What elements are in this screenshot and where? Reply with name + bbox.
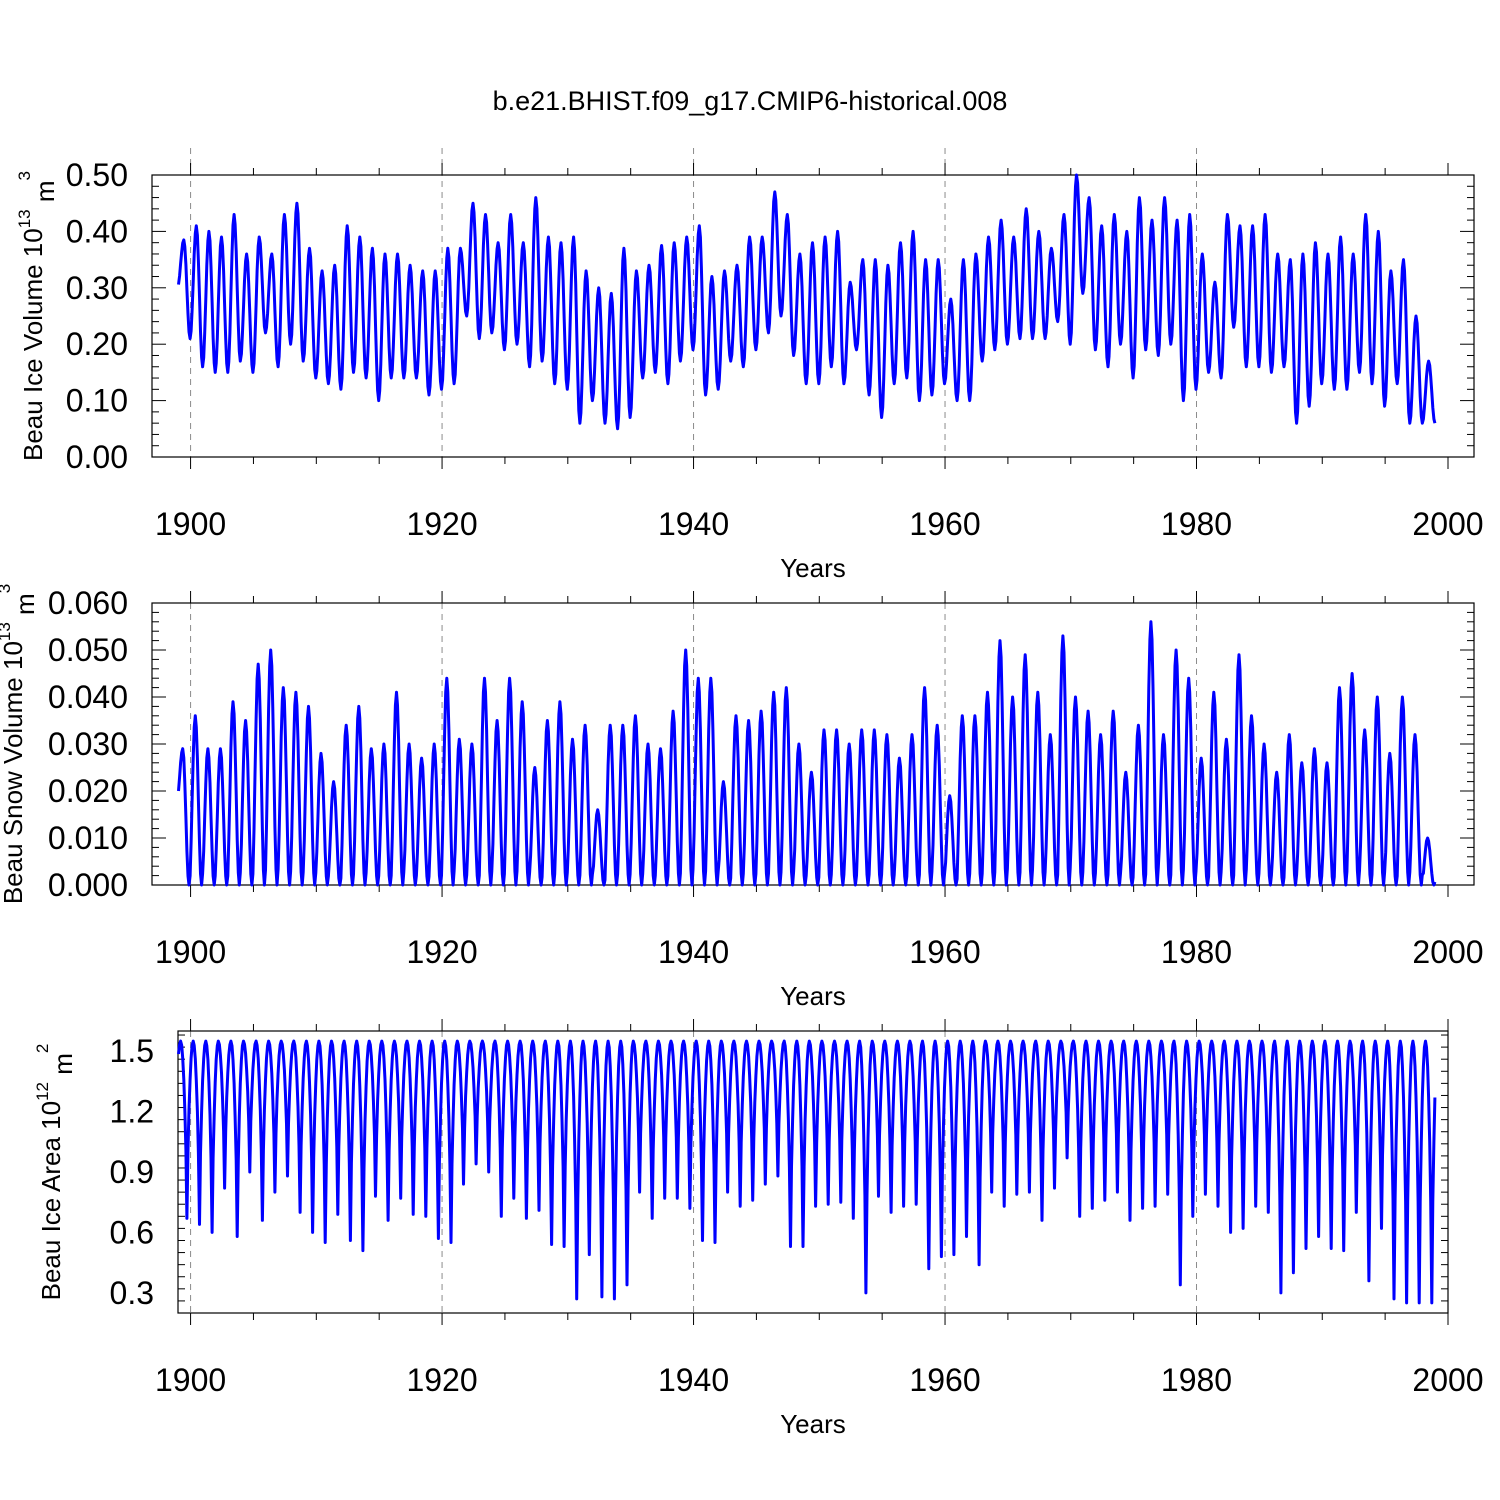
y-axis-label: Beau Ice Volume 1013 m3 xyxy=(15,171,60,461)
y-axis-label-ylabel-exp: 13 xyxy=(0,622,14,641)
y-axis-label: Beau Snow Volume 1013 m3 xyxy=(0,584,40,904)
y-axis-label-ylabel-unit: m xyxy=(10,593,40,622)
y-tick-label: 1.2 xyxy=(110,1094,154,1130)
x-tick-label: 1920 xyxy=(406,506,477,542)
y-axis-label-ylabel-unit-exp: 3 xyxy=(15,171,34,180)
y-tick-label: 0.6 xyxy=(110,1214,154,1250)
series-line-beau-ice-area xyxy=(177,1039,1437,1305)
x-tick-label: 1960 xyxy=(909,506,980,542)
x-tick-label: 1900 xyxy=(155,1362,226,1398)
plot-frame xyxy=(177,1030,1449,1314)
series-line-beau-snow-volume xyxy=(177,620,1437,887)
y-axis-label: Beau Ice Area 1012 m2 xyxy=(33,1044,78,1301)
x-tick-label: 1960 xyxy=(909,1362,980,1398)
x-tick-label: 1940 xyxy=(658,934,729,970)
x-tick-label: 2000 xyxy=(1412,934,1483,970)
y-tick-label: 0.000 xyxy=(48,867,128,903)
y-tick-label: 0.30 xyxy=(66,270,128,306)
y-tick-label: 0.50 xyxy=(66,157,128,193)
y-tick-label: 0.9 xyxy=(110,1154,154,1190)
y-axis-label-ylabel-unit-exp: 2 xyxy=(33,1044,52,1053)
x-tick-label: 1920 xyxy=(406,934,477,970)
panel-3: 1900 1920 1940 1960 1980 2000 Years 0.3 0.6 0.9 1.… xyxy=(33,1019,1484,1439)
panel-2: 1900 1920 1940 1960 1980 2000 Years 0.000 0.010 0… xyxy=(0,584,1484,1011)
y-tick-label: 0.010 xyxy=(48,820,128,856)
panel-1: 1900 1920 1940 1960 1980 2000 Years 0.00 0.10 0.2… xyxy=(15,148,1484,583)
y-axis-label-ylabel-exp: 12 xyxy=(33,1082,52,1101)
y-tick-label: 0.3 xyxy=(110,1275,154,1311)
y-axis-label-ylabel-unit: m xyxy=(30,180,60,209)
y-tick-label: 0.20 xyxy=(66,326,128,362)
figure-title: b.e21.BHIST.f09_g17.CMIP6-historical.008 xyxy=(493,86,1008,116)
x-tick-label: 1980 xyxy=(1161,1362,1232,1398)
y-tick-label: 0.40 xyxy=(66,213,128,249)
y-axis-label-ylabel-main: Beau Ice Area 10 xyxy=(36,1101,66,1300)
y-tick-label: 0.00 xyxy=(66,439,128,475)
x-axis-label: Years xyxy=(780,1409,846,1439)
x-axis-label: Years xyxy=(780,553,846,583)
x-axis-label: Years xyxy=(780,981,846,1011)
series-line-beau-ice-volume xyxy=(177,173,1437,431)
x-tick-label: 1900 xyxy=(155,934,226,970)
y-axis-label-ylabel-main: Beau Ice Volume 10 xyxy=(18,228,48,461)
y-tick-label: 1.5 xyxy=(110,1033,154,1069)
x-tick-label: 1960 xyxy=(909,934,980,970)
x-tick-label: 2000 xyxy=(1412,506,1483,542)
y-tick-label: 0.030 xyxy=(48,726,128,762)
x-tick-label: 1900 xyxy=(155,506,226,542)
x-tick-label: 1920 xyxy=(406,1362,477,1398)
y-tick-label: 0.060 xyxy=(48,585,128,621)
x-tick-label: 2000 xyxy=(1412,1362,1483,1398)
x-tick-label: 1980 xyxy=(1161,506,1232,542)
x-tick-label: 1980 xyxy=(1161,934,1232,970)
y-axis-label-ylabel-unit-exp: 3 xyxy=(0,584,14,593)
y-axis-label-ylabel-unit: m xyxy=(48,1053,78,1082)
y-axis-label-ylabel-exp: 13 xyxy=(15,209,34,228)
y-tick-label: 0.050 xyxy=(48,632,128,668)
y-tick-label: 0.020 xyxy=(48,773,128,809)
x-tick-label: 1940 xyxy=(658,506,729,542)
y-tick-label: 0.10 xyxy=(66,383,128,419)
y-axis-label-ylabel-main: Beau Snow Volume 10 xyxy=(0,641,28,904)
plot-frame xyxy=(151,174,1475,458)
x-tick-label: 1940 xyxy=(658,1362,729,1398)
y-tick-label: 0.040 xyxy=(48,679,128,715)
